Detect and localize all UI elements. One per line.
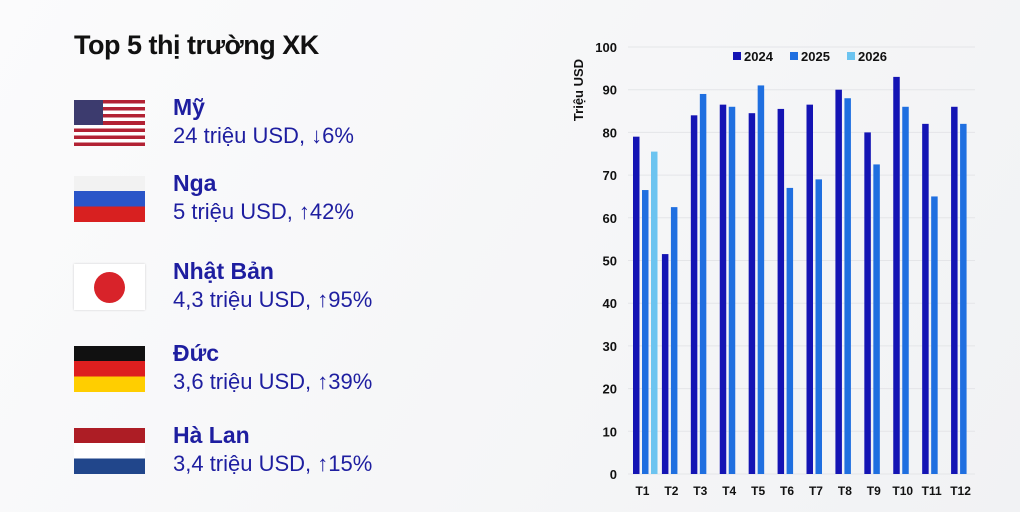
russia-flag-icon — [74, 176, 145, 222]
bar-2025-T5 — [757, 85, 765, 475]
bar-2024-T11 — [922, 123, 929, 475]
bar-2024-T1 — [633, 136, 640, 475]
us-flag-icon — [74, 100, 145, 146]
bar-2025-T8 — [844, 98, 851, 475]
bar-2024-T3 — [690, 115, 698, 474]
bar-2025-T1 — [642, 190, 649, 475]
x-tick-label: T1 — [635, 484, 649, 498]
market-item-netherlands: Hà Lan 3,4 triệu USD, ↑15% — [74, 422, 474, 482]
legend-swatch-2025 — [790, 52, 798, 60]
legend-label: 2025 — [801, 49, 830, 64]
y-tick-label: 30 — [603, 339, 617, 354]
bar-2024-T10 — [893, 76, 900, 474]
x-tick-label: T6 — [780, 484, 794, 498]
x-tick-label: T4 — [722, 484, 736, 498]
x-tick-label: T12 — [950, 484, 971, 498]
page-title: Top 5 thị trường XK — [74, 30, 319, 60]
bar-2024-T4 — [719, 104, 727, 475]
market-value: 3,6 triệu USD, ↑39% — [173, 369, 373, 394]
x-tick-label: T11 — [922, 484, 942, 498]
market-name: Nhật Bản — [173, 258, 274, 284]
netherlands-flag-icon — [74, 428, 145, 474]
y-tick-label: 50 — [603, 254, 617, 269]
legend-label: 2026 — [858, 49, 887, 64]
x-tick-label: T7 — [809, 484, 823, 498]
market-item-germany: Đức 3,6 triệu USD, ↑39% — [74, 340, 474, 400]
bar-2025-T4 — [728, 106, 736, 474]
japan-flag-icon — [74, 264, 145, 310]
market-item-us: Mỹ 24 triệu USD, ↓6% — [74, 94, 474, 154]
x-tick-label: T5 — [751, 484, 765, 498]
bar-2026-T1 — [651, 151, 658, 475]
market-item-japan: Nhật Bản 4,3 triệu USD, ↑95% — [74, 258, 474, 318]
bar-2025-T11 — [931, 196, 938, 474]
legend-swatch-2024 — [733, 52, 741, 60]
market-name: Đức — [173, 340, 220, 366]
bar-2025-T6 — [786, 187, 794, 474]
x-tick-label: T10 — [892, 484, 913, 498]
bar-2025-T10 — [902, 106, 909, 474]
market-value: 4,3 triệu USD, ↑95% — [173, 287, 373, 312]
bar-2025-T7 — [815, 179, 822, 474]
market-value: 5 triệu USD, ↑42% — [173, 199, 354, 224]
y-tick-label: 20 — [603, 382, 617, 397]
bar-2025-T12 — [960, 123, 967, 475]
x-tick-label: T2 — [664, 484, 678, 498]
bar-2024-T8 — [835, 89, 842, 474]
bar-2025-T3 — [699, 93, 707, 474]
y-tick-label: 80 — [603, 125, 617, 140]
market-name: Mỹ — [173, 94, 205, 120]
y-tick-label: 100 — [595, 40, 617, 55]
bar-2025-T2 — [670, 207, 678, 474]
legend-label: 2024 — [744, 49, 774, 64]
y-tick-label: 60 — [603, 211, 617, 226]
legend-swatch-2026 — [847, 52, 855, 60]
y-tick-label: 10 — [603, 424, 617, 439]
x-tick-label: T9 — [867, 484, 881, 498]
bar-2024-T9 — [864, 132, 871, 474]
market-name: Hà Lan — [173, 422, 250, 448]
bar-2024-T2 — [661, 254, 669, 474]
y-tick-label: 70 — [603, 168, 617, 183]
x-tick-label: T8 — [838, 484, 852, 498]
bar-2025-T9 — [873, 164, 880, 475]
bar-2024-T12 — [951, 106, 958, 474]
x-tick-label: T3 — [693, 484, 707, 498]
y-tick-label: 40 — [603, 296, 617, 311]
bar-2024-T7 — [806, 104, 813, 475]
market-name: Nga — [173, 170, 217, 196]
y-axis-label: Triệu USD — [571, 59, 586, 121]
y-tick-label: 90 — [603, 83, 617, 98]
market-value: 3,4 triệu USD, ↑15% — [173, 451, 373, 476]
market-item-russia: Nga 5 triệu USD, ↑42% — [74, 170, 474, 230]
bar-2024-T6 — [777, 108, 785, 474]
germany-flag-icon — [74, 346, 145, 392]
market-value: 24 triệu USD, ↓6% — [173, 123, 354, 148]
y-tick-label: 0 — [610, 467, 617, 482]
bar-2024-T5 — [748, 113, 756, 474]
